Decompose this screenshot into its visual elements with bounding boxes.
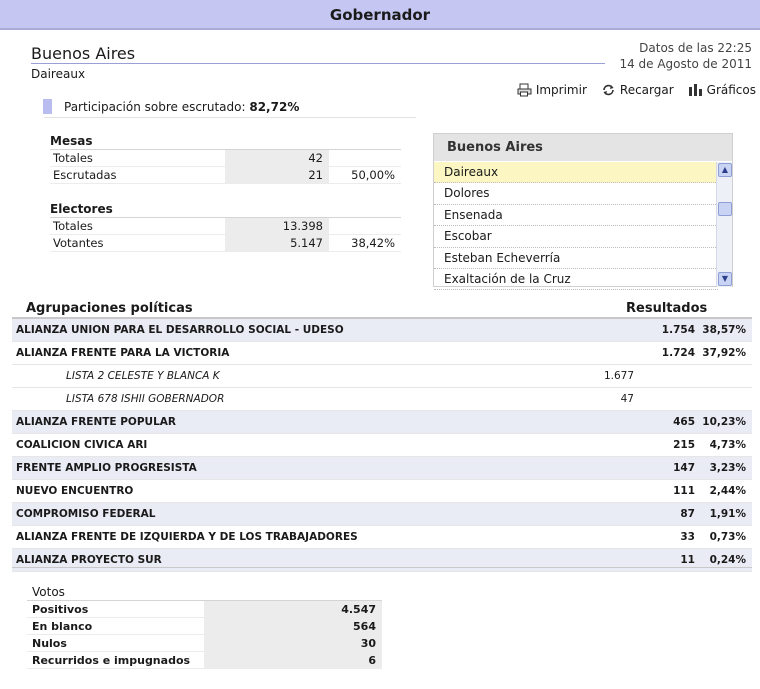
party-votes: 465 xyxy=(673,416,695,428)
district-selector: Buenos Aires Daireaux Dolores Ensenada E… xyxy=(433,133,733,291)
selector-title: Buenos Aires xyxy=(434,134,732,161)
table-row: NUEVO ENCUENTRO 111 2,44% xyxy=(12,480,752,503)
table-row: Votantes 5.147 38,42% xyxy=(50,235,401,252)
mesas-table: Mesas Totales 42 Escrutadas 21 50,00% xyxy=(50,133,401,184)
participation-value: 82,72% xyxy=(249,99,300,114)
reload-icon xyxy=(601,83,616,97)
electores-table: Electores Totales 13.398 Votantes 5.147 … xyxy=(50,201,401,252)
votos-table: Votos Positivos 4.547 En blanco 564 Nulo… xyxy=(27,584,382,669)
table-row: Nulos 30 xyxy=(27,635,382,652)
district-subtitle: Daireaux xyxy=(31,67,86,81)
district-list: Daireaux Dolores Ensenada Escobar Esteba… xyxy=(434,162,718,291)
table-row: Positivos 4.547 xyxy=(27,601,382,618)
mesas-title: Mesas xyxy=(50,133,401,150)
district-item[interactable]: Escobar xyxy=(434,226,718,248)
charts-button[interactable]: Gráficos xyxy=(688,83,756,97)
table-row: Totales 42 xyxy=(50,150,401,167)
party-percentage: 0,73% xyxy=(709,531,746,543)
action-bar: Imprimir Recargar Gráficos xyxy=(517,83,756,97)
timestamp-time: Datos de las 22:25 xyxy=(639,41,752,55)
participation-label: Participación sobre escrutado: xyxy=(64,99,246,114)
scroll-up-icon[interactable]: ▲ xyxy=(718,163,732,177)
table-row: ALIANZA UNION PARA EL DESARROLLO SOCIAL … xyxy=(12,319,752,342)
divider xyxy=(44,117,416,118)
party-votes: 33 xyxy=(680,531,695,543)
title-underline xyxy=(31,63,605,64)
results-header: Agrupaciones políticas Resultados xyxy=(12,300,752,318)
party-name: ALIANZA FRENTE POPULAR xyxy=(16,416,176,428)
table-row: COALICION CIVICA ARI 215 4,73% xyxy=(12,434,752,457)
district-item[interactable]: Daireaux xyxy=(434,162,718,184)
party-percentage: 3,23% xyxy=(709,462,746,474)
list-name: LISTA 2 CELESTE Y BLANCA K xyxy=(66,370,220,382)
party-percentage: 37,92% xyxy=(702,347,746,359)
reload-button[interactable]: Recargar xyxy=(601,83,674,97)
table-row: ALIANZA FRENTE DE IZQUIERDA Y DE LOS TRA… xyxy=(12,526,752,549)
participation-marker xyxy=(43,99,52,114)
page-header: Gobernador xyxy=(0,0,760,30)
table-row: LISTA 678 ISHII GOBERNADOR 47 xyxy=(12,388,752,411)
party-name: NUEVO ENCUENTRO xyxy=(16,485,134,497)
page-title: Gobernador xyxy=(329,6,431,24)
party-votes: 87 xyxy=(680,508,695,520)
party-name: COALICION CIVICA ARI xyxy=(16,439,148,451)
table-row: FRENTE AMPLIO PROGRESISTA 147 3,23% xyxy=(12,457,752,480)
party-votes: 215 xyxy=(673,439,695,451)
party-votes: 147 xyxy=(673,462,695,474)
table-row: ALIANZA PROYECTO SUR 11 0,24% xyxy=(12,549,752,572)
province-title: Buenos Aires xyxy=(31,44,136,63)
print-button[interactable]: Imprimir xyxy=(517,83,587,97)
party-name: ALIANZA FRENTE DE IZQUIERDA Y DE LOS TRA… xyxy=(16,531,358,543)
table-row: ALIANZA FRENTE PARA LA VICTORIA 1.724 37… xyxy=(12,342,752,365)
list-scrollbar[interactable]: ▲ ▼ xyxy=(716,162,732,287)
table-row: En blanco 564 xyxy=(27,618,382,635)
party-name: ALIANZA UNION PARA EL DESARROLLO SOCIAL … xyxy=(16,324,344,336)
table-row: Escrutadas 21 50,00% xyxy=(50,167,401,184)
list-votes: 47 xyxy=(620,393,634,405)
party-name: ALIANZA PROYECTO SUR xyxy=(16,554,162,566)
district-item[interactable]: Ensenada xyxy=(434,205,718,227)
table-row: Recurridos e impugnados 6 xyxy=(27,652,382,669)
table-row: Totales 13.398 xyxy=(50,218,401,235)
bar-chart-icon xyxy=(688,83,703,97)
party-votes: 11 xyxy=(680,554,695,566)
party-name: ALIANZA FRENTE PARA LA VICTORIA xyxy=(16,347,230,359)
party-percentage: 0,24% xyxy=(709,554,746,566)
results-header-parties: Agrupaciones políticas xyxy=(26,301,193,316)
votos-title: Votos xyxy=(27,584,382,601)
party-votes: 111 xyxy=(673,485,695,497)
results-header-results: Resultados xyxy=(626,301,708,316)
party-percentage: 4,73% xyxy=(709,439,746,451)
table-row: ALIANZA FRENTE POPULAR 465 10,23% xyxy=(12,411,752,434)
party-percentage: 38,57% xyxy=(702,324,746,336)
table-row: LISTA 2 CELESTE Y BLANCA K 1.677 xyxy=(12,365,752,388)
table-row: COMPROMISO FEDERAL 87 1,91% xyxy=(12,503,752,526)
party-percentage: 10,23% xyxy=(702,416,746,428)
scroll-down-icon[interactable]: ▼ xyxy=(718,272,732,286)
party-votes: 1.724 xyxy=(661,347,695,359)
party-name: FRENTE AMPLIO PROGRESISTA xyxy=(16,462,197,474)
printer-icon xyxy=(517,83,532,97)
district-item[interactable]: Dolores xyxy=(434,183,718,205)
list-votes: 1.677 xyxy=(603,370,634,382)
district-item[interactable]: Esteban Echeverría xyxy=(434,248,718,269)
district-item[interactable]: Exaltación de la Cruz xyxy=(434,269,718,291)
charts-label: Gráficos xyxy=(706,83,756,97)
party-percentage: 1,91% xyxy=(709,508,746,520)
data-timestamp: Datos de las 22:25 14 de Agosto de 2011 xyxy=(619,40,752,72)
timestamp-date: 14 de Agosto de 2011 xyxy=(619,57,752,71)
results-table: ALIANZA UNION PARA EL DESARROLLO SOCIAL … xyxy=(12,319,752,572)
divider xyxy=(12,567,752,568)
reload-label: Recargar xyxy=(619,83,674,97)
participation-summary: Participación sobre escrutado: 82,72% xyxy=(43,99,299,114)
divider xyxy=(12,317,752,319)
electores-title: Electores xyxy=(50,201,401,218)
party-name: COMPROMISO FEDERAL xyxy=(16,508,156,520)
party-votes: 1.754 xyxy=(661,324,695,336)
party-percentage: 2,44% xyxy=(709,485,746,497)
list-name: LISTA 678 ISHII GOBERNADOR xyxy=(66,393,225,405)
scrollbar-thumb[interactable] xyxy=(718,202,732,216)
print-label: Imprimir xyxy=(535,83,587,97)
